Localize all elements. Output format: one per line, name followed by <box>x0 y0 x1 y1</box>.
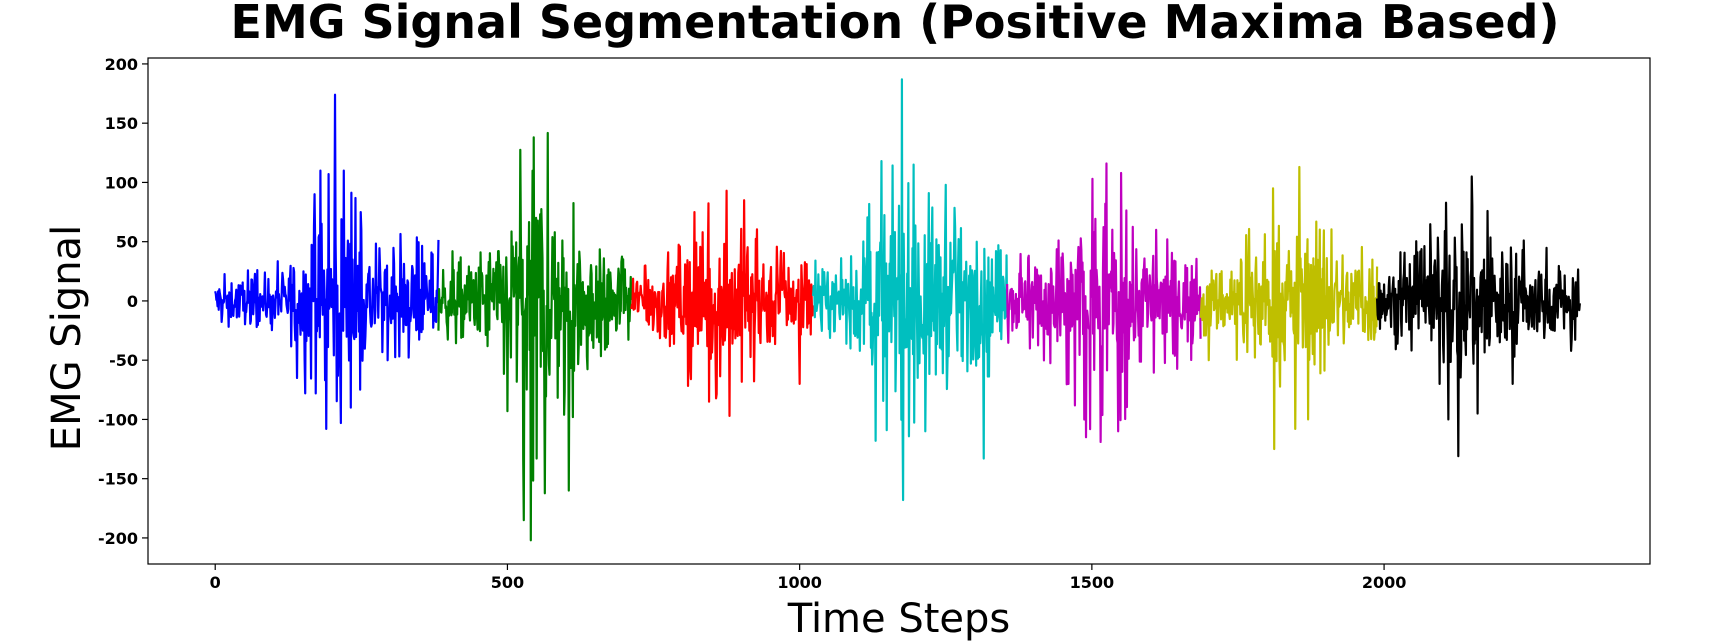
y-tick-label: -100 <box>98 410 138 429</box>
chart-title: EMG Signal Segmentation (Positive Maxima… <box>231 0 1560 49</box>
segment-line-1 <box>214 93 440 431</box>
plot-frame <box>147 57 1651 565</box>
x-tick-label: 2000 <box>1362 573 1407 592</box>
y-tick-label: 150 <box>105 114 138 133</box>
x-tick-label: 1500 <box>1070 573 1115 592</box>
segment-line-3 <box>630 189 815 417</box>
y-axis-ticks: 200 150 100 50 0 -50 -100 -150 -200 <box>98 55 148 548</box>
x-tick-label: 0 <box>210 573 221 592</box>
y-tick-label: 200 <box>105 55 138 74</box>
segment-line-4 <box>811 78 1009 502</box>
segment-line-2 <box>437 131 633 542</box>
segment-line-6 <box>1199 165 1379 451</box>
x-axis-ticks: 0 500 1000 1500 2000 <box>210 564 1407 592</box>
y-axis-label: EMG Signal <box>44 225 90 451</box>
y-tick-label: 0 <box>127 292 138 311</box>
segment-line-7 <box>1375 175 1581 458</box>
y-tick-label: 50 <box>116 233 138 252</box>
y-tick-label: 100 <box>105 173 138 192</box>
x-axis-label: Time Steps <box>787 596 1011 642</box>
x-tick-label: 500 <box>491 573 524 592</box>
y-tick-label: -150 <box>98 470 138 489</box>
segment-line-5 <box>1006 162 1202 444</box>
y-tick-label: -50 <box>109 351 138 370</box>
x-tick-label: 1000 <box>777 573 822 592</box>
y-tick-label: -200 <box>98 529 138 548</box>
plot-series <box>214 78 1581 542</box>
